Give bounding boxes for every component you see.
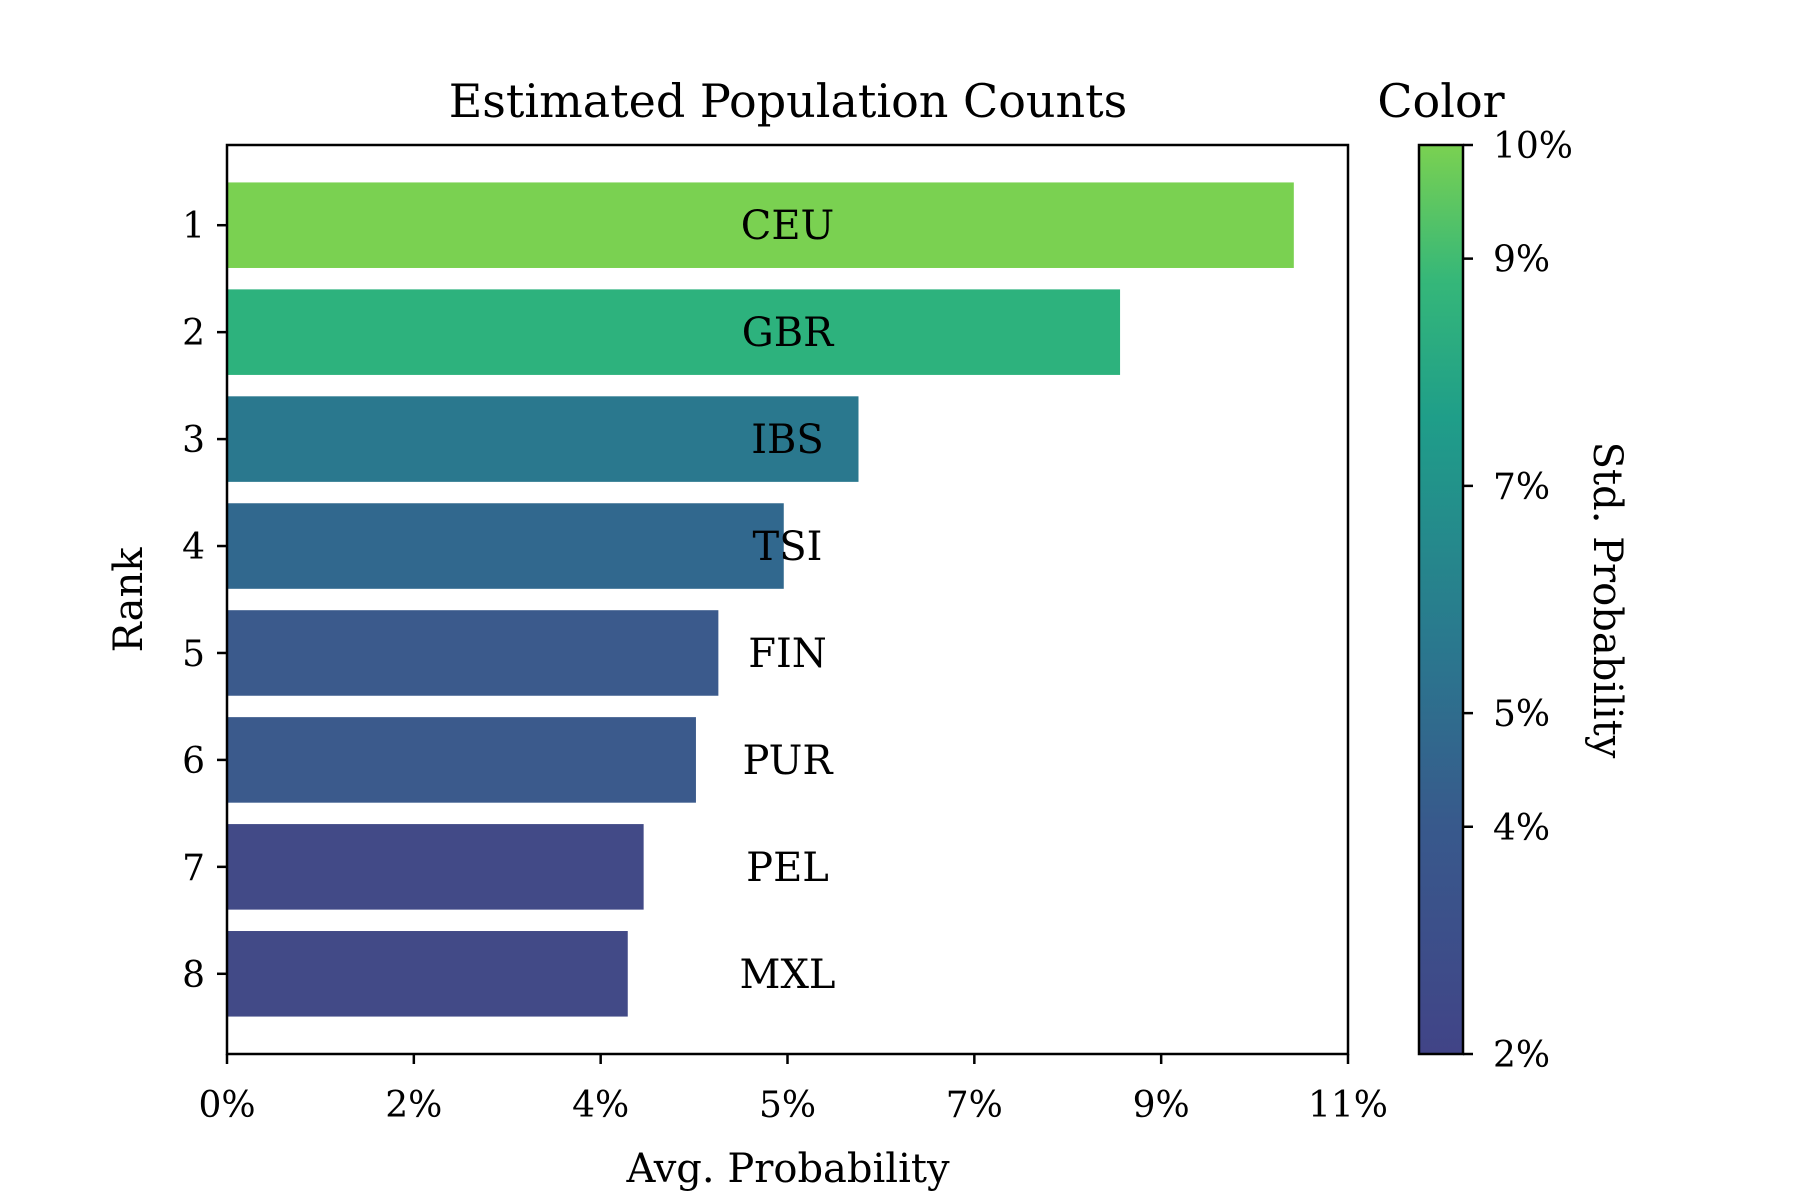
y-tick-label: 7 bbox=[182, 848, 205, 889]
y-tick-label: 5 bbox=[182, 634, 205, 675]
x-axis-ticks: 0% 2% 4% 5% 7% 9% 11% bbox=[198, 1054, 1388, 1126]
x-tick-label: 7% bbox=[946, 1085, 1003, 1126]
colorbar bbox=[1417, 143, 1465, 1056]
bar-ceu bbox=[227, 182, 1294, 268]
bar-label-pur: PUR bbox=[742, 738, 834, 784]
x-tick-label: 0% bbox=[198, 1085, 255, 1126]
y-axis-label: Rank bbox=[106, 547, 152, 653]
plot-frame bbox=[225, 143, 1350, 1056]
bar-ibs bbox=[227, 396, 859, 482]
colorbar-tick-label: 10% bbox=[1493, 126, 1573, 167]
bar-gbr bbox=[227, 289, 1121, 375]
bars-group bbox=[227, 182, 1294, 1017]
colorbar-title: Color bbox=[1377, 74, 1504, 128]
colorbar-tick-label: 2% bbox=[1493, 1035, 1550, 1076]
y-tick-label: 8 bbox=[182, 955, 205, 996]
y-tick-label: 2 bbox=[182, 313, 205, 354]
colorbar-tick-label: 5% bbox=[1493, 694, 1550, 735]
colorbar-label: Std. Probability bbox=[1584, 442, 1630, 759]
colorbar-tick-label: 7% bbox=[1493, 467, 1550, 508]
y-tick-label: 1 bbox=[182, 206, 205, 247]
x-tick-label: 5% bbox=[759, 1085, 816, 1126]
bar-fin bbox=[227, 610, 719, 696]
y-axis-ticks: 1 2 3 4 5 6 7 8 bbox=[182, 206, 227, 996]
bar-label-ibs: IBS bbox=[751, 417, 824, 463]
bar-tsi bbox=[227, 503, 784, 589]
y-tick-label: 6 bbox=[182, 741, 205, 782]
x-axis-label: Avg. Probability bbox=[625, 1146, 950, 1192]
y-tick-label: 3 bbox=[182, 420, 205, 461]
x-tick-label: 4% bbox=[572, 1085, 629, 1126]
bar-pur bbox=[227, 717, 696, 803]
colorbar-ticks: 2% 4% 5% 7% 9% 10% bbox=[1463, 126, 1573, 1076]
chart-title: Estimated Population Counts bbox=[449, 74, 1128, 128]
y-tick-label: 4 bbox=[182, 527, 205, 568]
bar-mxl bbox=[227, 931, 628, 1017]
bar-label-tsi: TSI bbox=[753, 524, 823, 570]
bar-label-ceu: CEU bbox=[741, 203, 835, 249]
x-tick-label: 11% bbox=[1308, 1085, 1388, 1126]
bar-label-fin: FIN bbox=[748, 631, 827, 677]
bar-label-mxl: MXL bbox=[740, 952, 836, 998]
bar-labels-group: CEU GBR IBS TSI FIN PUR PEL MXL bbox=[740, 203, 836, 998]
bar-label-gbr: GBR bbox=[742, 310, 835, 356]
colorbar-tick-label: 4% bbox=[1493, 808, 1550, 849]
x-tick-label: 9% bbox=[1133, 1085, 1190, 1126]
bar-pel bbox=[227, 824, 644, 910]
bar-label-pel: PEL bbox=[746, 845, 829, 891]
x-tick-label: 2% bbox=[385, 1085, 442, 1126]
colorbar-tick-label: 9% bbox=[1493, 240, 1550, 281]
